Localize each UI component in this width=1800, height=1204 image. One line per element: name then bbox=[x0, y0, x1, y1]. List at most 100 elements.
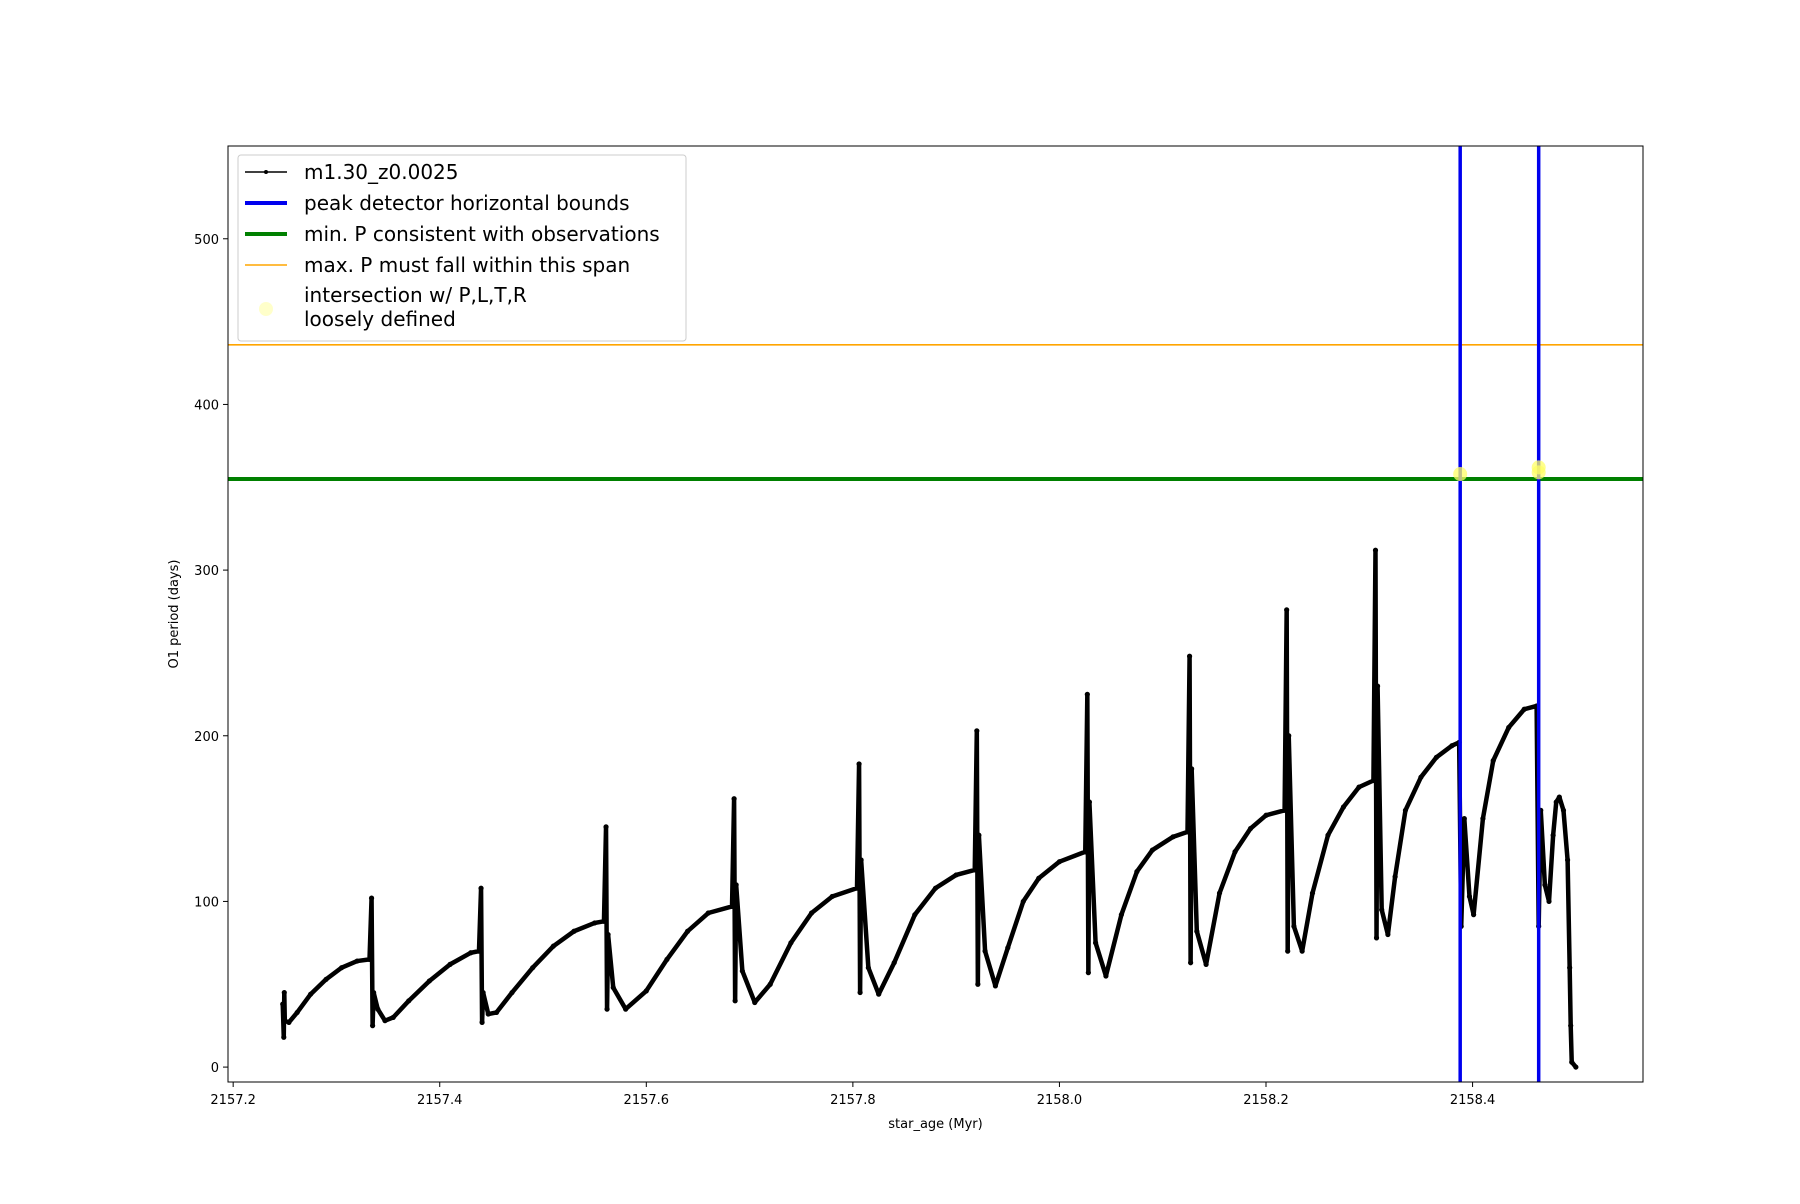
x-axis-label: star_age (Myr) bbox=[888, 1117, 982, 1132]
data-point bbox=[865, 965, 871, 971]
legend-label-green-min: min. P consistent with observations bbox=[304, 222, 660, 246]
legend-label-orange-max: max. P must fall within this span bbox=[304, 253, 630, 277]
data-point bbox=[426, 978, 433, 984]
data-point bbox=[1291, 923, 1297, 929]
legend-item-intersection: intersection w/ P,L,T,R loosely defined bbox=[259, 283, 527, 331]
legend-label-intersection-line2: loosely defined bbox=[304, 307, 456, 331]
data-point bbox=[1085, 970, 1091, 976]
data-point bbox=[733, 882, 739, 888]
series-line-m1.30_z0.0025 bbox=[280, 547, 1579, 1070]
data-point bbox=[1553, 799, 1559, 805]
data-point bbox=[752, 999, 758, 1006]
data-point bbox=[876, 991, 882, 997]
data-point bbox=[992, 983, 999, 989]
data-point bbox=[1134, 869, 1140, 875]
data-point bbox=[1370, 777, 1377, 784]
data-point bbox=[731, 796, 737, 802]
intersection-marker bbox=[1453, 467, 1468, 482]
data-point bbox=[550, 943, 556, 949]
data-point bbox=[1263, 812, 1269, 818]
data-point bbox=[1184, 829, 1191, 835]
plot-frame bbox=[227, 145, 1644, 1083]
legend-label-intersection-line1: intersection w/ P,L,T,R bbox=[304, 283, 527, 307]
x-axis: 2157.2 2157.4 2157.6 2157.8 2158.0 2158.2 2158… bbox=[210, 1082, 1495, 1108]
data-point bbox=[1020, 898, 1026, 905]
data-point bbox=[1286, 733, 1292, 739]
data-point bbox=[485, 1011, 491, 1017]
data-point bbox=[371, 989, 377, 996]
data-point bbox=[1036, 875, 1042, 881]
intersection-marker bbox=[1531, 460, 1546, 475]
data-point bbox=[1573, 1064, 1579, 1070]
legend-label-series: m1.30_z0.0025 bbox=[304, 160, 459, 184]
data-point bbox=[932, 885, 939, 891]
data-point bbox=[339, 965, 345, 971]
data-point bbox=[1084, 691, 1090, 697]
legend-item-orange-max: max. P must fall within this span bbox=[245, 253, 630, 277]
legend: m1.30_z0.0025 peak detector horizontal b… bbox=[237, 154, 687, 342]
data-point bbox=[664, 956, 670, 963]
data-point bbox=[729, 903, 735, 909]
data-point bbox=[308, 991, 314, 997]
data-point bbox=[1461, 815, 1467, 822]
data-point bbox=[1299, 948, 1305, 954]
y-axis: 0 100 200 300 400 500 bbox=[194, 233, 228, 1076]
x-tick-label: 2158.0 bbox=[1037, 1093, 1083, 1108]
x-tick-label: 2157.2 bbox=[210, 1093, 256, 1108]
data-point bbox=[982, 948, 988, 954]
data-point bbox=[366, 956, 373, 963]
data-point bbox=[282, 1018, 288, 1024]
data-point bbox=[1466, 893, 1473, 900]
legend-item-series: m1.30_z0.0025 bbox=[245, 160, 459, 184]
legend-item-green-min: min. P consistent with observations bbox=[245, 222, 660, 246]
data-point bbox=[1149, 847, 1155, 853]
data-point bbox=[1282, 807, 1288, 813]
data-point bbox=[604, 1006, 610, 1012]
data-point bbox=[1449, 743, 1455, 749]
data-point bbox=[476, 948, 482, 954]
data-point bbox=[856, 761, 862, 767]
x-tick-label: 2157.8 bbox=[830, 1093, 876, 1108]
data-point bbox=[1082, 849, 1088, 855]
data-point bbox=[592, 920, 598, 926]
data-point bbox=[1379, 907, 1385, 913]
data-point bbox=[972, 867, 978, 873]
data-point bbox=[1188, 960, 1194, 966]
data-point bbox=[1005, 945, 1011, 951]
data-point bbox=[1194, 928, 1200, 934]
data-point bbox=[369, 1023, 376, 1029]
data-point bbox=[382, 1018, 388, 1024]
y-tick-label: 200 bbox=[194, 730, 219, 745]
data-point bbox=[1569, 1059, 1575, 1065]
data-point bbox=[829, 893, 835, 900]
data-point bbox=[976, 832, 982, 838]
legend-label-blue-bounds: peak detector horizontal bounds bbox=[304, 191, 630, 215]
data-point bbox=[368, 895, 375, 901]
data-point bbox=[854, 885, 860, 891]
y-tick-label: 100 bbox=[194, 895, 219, 910]
data-point bbox=[286, 1019, 292, 1025]
data-point bbox=[912, 912, 918, 918]
data-point bbox=[354, 958, 360, 964]
data-point bbox=[603, 824, 609, 830]
data-point bbox=[1086, 799, 1092, 805]
data-point bbox=[1480, 815, 1486, 822]
data-point bbox=[1542, 882, 1548, 888]
x-tick-label: 2158.2 bbox=[1243, 1093, 1289, 1108]
data-point bbox=[767, 981, 773, 987]
data-point bbox=[1092, 940, 1099, 946]
data-point bbox=[891, 960, 897, 966]
data-point bbox=[1471, 912, 1477, 918]
data-point bbox=[1216, 890, 1223, 896]
data-point bbox=[808, 910, 815, 916]
data-point bbox=[1546, 898, 1552, 905]
data-point bbox=[1203, 961, 1209, 967]
data-point bbox=[1556, 794, 1562, 800]
data-point bbox=[1418, 774, 1424, 780]
data-point bbox=[857, 989, 863, 996]
data-point bbox=[281, 1034, 287, 1040]
data-point bbox=[390, 1014, 396, 1020]
data-point bbox=[732, 998, 738, 1004]
